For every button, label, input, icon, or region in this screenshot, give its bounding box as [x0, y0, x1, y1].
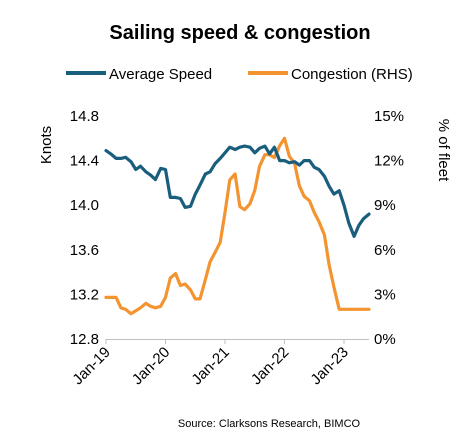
series-line-average-speed	[104, 144, 371, 238]
x-axis-ticks: Jan-19 Jan-20 Jan-21 Jan-22 Jan-23	[69, 339, 352, 388]
right-tick-label: 12%	[374, 153, 404, 170]
x-tick-label: Jan-23	[307, 344, 351, 388]
legend-label-congestion: Congestion (RHS)	[291, 66, 413, 83]
left-tick-label: 14.4	[70, 153, 99, 170]
left-tick-label: 13.2	[70, 286, 99, 303]
legend-label-average-speed: Average Speed	[109, 66, 212, 83]
right-tick-label: 6%	[374, 242, 396, 259]
x-tick-label: Jan-20	[129, 344, 173, 388]
chart-title: Sailing speed & congestion	[109, 22, 370, 44]
x-tick-label: Jan-19	[69, 344, 113, 388]
left-tick-label: 14.8	[70, 108, 99, 125]
left-axis-ticks: 12.8 13.2 13.6 14.0 14.4 14.8	[70, 108, 99, 348]
chart-source: Source: Clarksons Research, BIMCO	[178, 418, 361, 430]
x-tick-label: Jan-21	[188, 344, 232, 388]
left-axis-title: Knots	[38, 126, 55, 164]
series-layer	[104, 136, 371, 316]
right-tick-label: 15%	[374, 108, 404, 125]
series-line-congestion	[104, 136, 371, 316]
x-tick-label: Jan-22	[248, 344, 292, 388]
right-axis-title: % of fleet	[435, 119, 452, 182]
left-tick-label: 14.0	[70, 197, 99, 214]
right-tick-label: 9%	[374, 197, 396, 214]
left-tick-label: 12.8	[70, 331, 99, 348]
legend: Average Speed Congestion (RHS)	[66, 66, 413, 83]
right-axis-ticks: 0% 3% 6% 9% 12% 15%	[374, 108, 404, 348]
right-tick-label: 3%	[374, 286, 396, 303]
right-tick-label: 0%	[374, 331, 396, 348]
left-tick-label: 13.6	[70, 242, 99, 259]
